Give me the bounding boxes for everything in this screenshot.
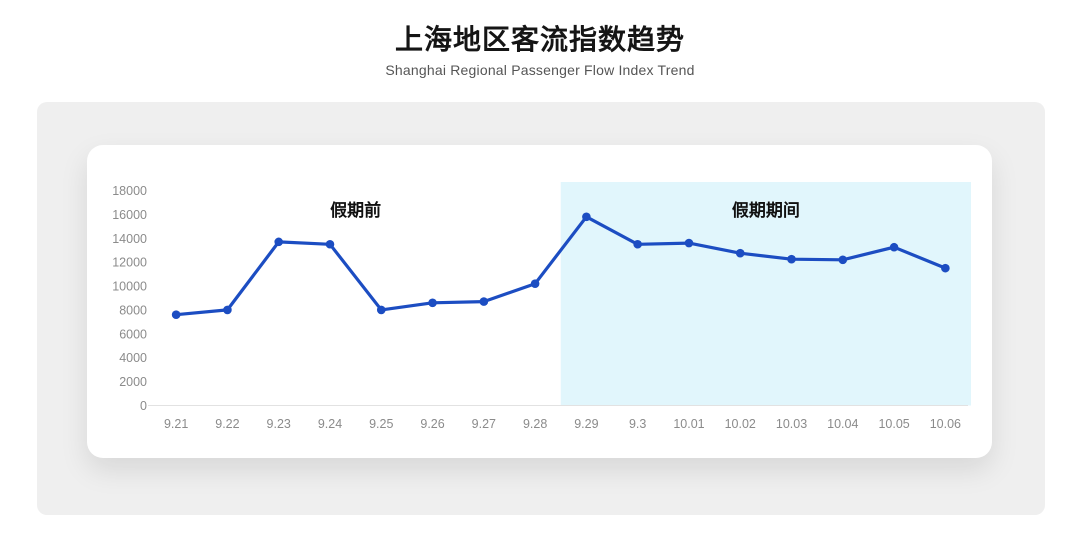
y-axis-tick-label: 6000 xyxy=(119,327,147,341)
x-axis-tick-label: 9.22 xyxy=(215,417,239,431)
chart-header: 上海地区客流指数趋势 Shanghai Regional Passenger F… xyxy=(0,22,1080,78)
y-axis-tick-label: 14000 xyxy=(112,232,147,246)
y-axis-tick-label: 8000 xyxy=(119,303,147,317)
data-point-9.29[interactable] xyxy=(582,212,591,222)
x-axis-tick-label: 10.01 xyxy=(673,417,704,431)
x-axis-tick-label: 10.06 xyxy=(930,417,961,431)
data-point-10.06[interactable] xyxy=(941,263,950,273)
holiday-region-highlight xyxy=(560,182,971,406)
data-point-9.3[interactable] xyxy=(633,239,642,249)
x-axis-tick-label: 9.27 xyxy=(472,417,496,431)
data-point-10.03[interactable] xyxy=(787,254,796,264)
data-point-9.25[interactable] xyxy=(376,305,386,315)
data-point-9.23[interactable] xyxy=(274,237,284,247)
region-label: 假期前 xyxy=(330,200,381,220)
data-point-10.01[interactable] xyxy=(684,238,694,248)
data-point-10.04[interactable] xyxy=(838,255,848,265)
data-point-9.21[interactable] xyxy=(171,310,181,320)
x-axis-tick-label: 10.02 xyxy=(725,417,756,431)
y-axis-tick-label: 2000 xyxy=(119,375,147,389)
x-axis-tick-label: 9.26 xyxy=(420,417,444,431)
y-axis-tick-label: 4000 xyxy=(119,351,147,365)
page-title: 上海地区客流指数趋势 xyxy=(394,24,685,55)
x-axis-tick-label: 9.24 xyxy=(318,417,342,431)
chart-panel: 假期前 假期期间 0 2000 4000 6000 8000 10000 12000 14000 1… xyxy=(37,102,1045,515)
y-axis-tick-label: 12000 xyxy=(112,256,147,270)
x-axis-tick-label: 10.03 xyxy=(776,417,807,431)
flow-trend-chart: 假期前 假期期间 0 2000 4000 6000 8000 10000 12000 14000 1… xyxy=(112,182,971,431)
data-point-9.28[interactable] xyxy=(530,279,540,288)
data-point-9.27[interactable] xyxy=(479,297,489,306)
region-label: 假期期间 xyxy=(732,200,800,220)
page-subtitle: Shanghai Regional Passenger Flow Index T… xyxy=(385,62,695,78)
y-axis-tick-label: 10000 xyxy=(112,280,147,294)
x-axis-tick-label: 9.3 xyxy=(629,417,646,431)
x-axis-tick-label: 9.28 xyxy=(523,417,547,431)
data-point-9.24[interactable] xyxy=(325,239,335,249)
x-axis-tick-label: 10.05 xyxy=(878,417,909,431)
y-axis-tick-label: 18000 xyxy=(112,184,147,198)
x-axis-tick-label: 9.23 xyxy=(267,417,291,431)
flow-line-series xyxy=(174,215,947,317)
x-axis-tick-label: 9.29 xyxy=(574,417,598,431)
chart-card: 假期前 假期期间 0 2000 4000 6000 8000 10000 12000 14000 1… xyxy=(87,145,992,458)
x-axis-tick-label: 9.21 xyxy=(164,417,188,431)
data-point-9.22[interactable] xyxy=(223,305,232,315)
x-axis-tick-label: 9.25 xyxy=(369,417,393,431)
data-point-10.02[interactable] xyxy=(735,248,745,258)
data-point-9.26[interactable] xyxy=(428,298,437,308)
y-axis-tick-label: 16000 xyxy=(112,208,147,222)
y-axis-tick-label: 0 xyxy=(140,399,147,413)
x-axis-tick-label: 10.04 xyxy=(827,417,858,431)
data-point-10.05[interactable] xyxy=(889,242,899,252)
